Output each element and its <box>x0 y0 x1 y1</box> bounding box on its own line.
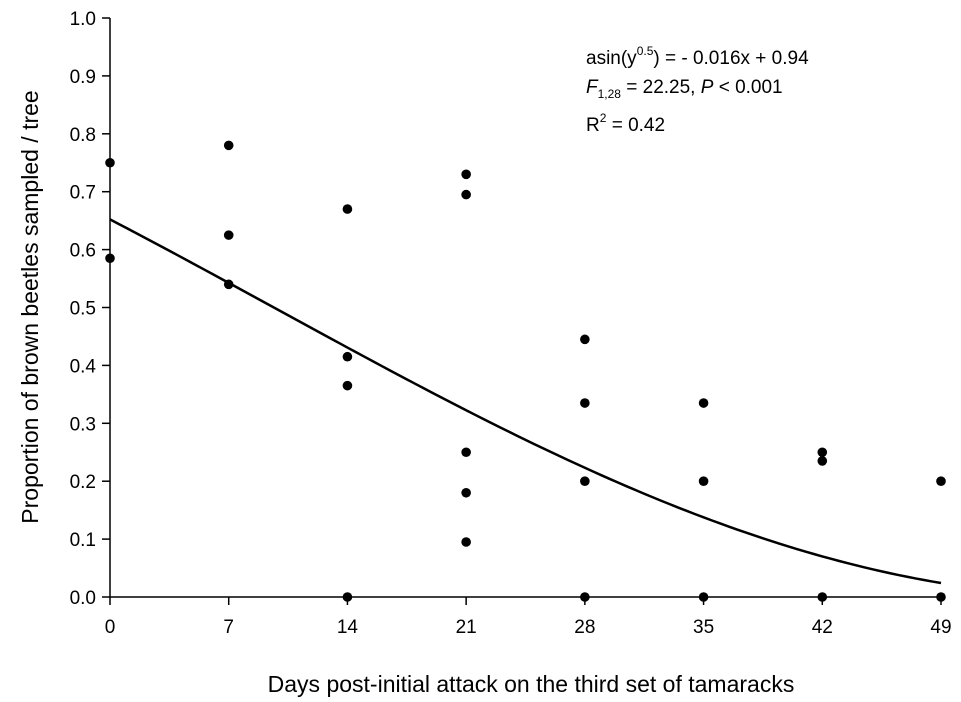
y-tick-label: 0.6 <box>70 241 96 262</box>
data-point <box>461 537 471 547</box>
r-letter: R <box>586 115 600 136</box>
x-tick-label: 49 <box>930 617 951 638</box>
data-points <box>105 140 946 602</box>
data-point <box>461 447 471 458</box>
axes <box>109 18 941 598</box>
data-point <box>936 592 946 602</box>
tick-labels: 0.0 0.1 0.2 0.3 0.4 0.5 0.6 0.7 0.8 0.9 1.0 0 7 14 21 2… <box>70 9 952 638</box>
y-tick-label: 0.8 <box>70 125 96 146</box>
data-point <box>223 230 234 240</box>
x-axis-title: Days post-initial attack on the third se… <box>268 671 795 697</box>
f-subscript: 1,28 <box>598 87 622 101</box>
data-point <box>698 592 709 602</box>
equation-annotation: asin(y0.5) = - 0.016x + 0.94 <box>586 44 809 69</box>
x-tick-label: 7 <box>223 617 234 638</box>
x-tick-label: 35 <box>693 617 714 638</box>
data-point <box>342 592 353 602</box>
r-superscript: 2 <box>600 111 607 125</box>
data-point <box>817 592 828 602</box>
y-tick-label: 0.2 <box>70 472 96 493</box>
x-tick-label: 42 <box>812 617 833 638</box>
regression-curve <box>109 218 942 585</box>
data-point <box>461 487 471 498</box>
data-point <box>936 476 946 487</box>
x-tick-label: 0 <box>105 617 116 638</box>
y-tick-label: 0.9 <box>70 67 96 88</box>
f-value: = 22.25, <box>621 77 701 98</box>
r-squared-annotation: R2 = 0.42 <box>586 111 665 136</box>
x-tick-label: 28 <box>574 617 595 638</box>
y-tick-label: 0.1 <box>70 530 96 551</box>
p-letter: P <box>701 77 714 98</box>
y-tick-label: 0.5 <box>70 299 96 320</box>
data-point <box>461 189 471 200</box>
data-point <box>105 157 115 168</box>
data-point <box>698 398 709 408</box>
data-point <box>342 204 353 214</box>
ticks <box>102 17 942 605</box>
y-tick-label: 0.3 <box>70 414 96 435</box>
equation-prefix: asin(y <box>586 48 637 69</box>
data-point <box>580 334 590 345</box>
y-tick-label: 0.0 <box>70 588 96 609</box>
data-point <box>223 279 234 290</box>
data-point <box>223 140 234 151</box>
data-point <box>580 398 590 408</box>
equation-suffix: ) = - 0.016x + 0.94 <box>653 48 809 69</box>
y-tick-label: 0.4 <box>70 356 97 377</box>
data-point <box>698 476 709 487</box>
y-axis-title: Proportion of brown beetles sampled / tr… <box>17 90 43 523</box>
r-value: = 0.42 <box>606 115 665 136</box>
x-tick-label: 21 <box>456 617 477 638</box>
equation-superscript: 0.5 <box>637 44 654 58</box>
f-statistic-annotation: F1,28 = 22.25, P < 0.001 <box>586 77 783 101</box>
data-point <box>105 253 115 264</box>
y-tick-label: 0.7 <box>70 183 96 204</box>
data-point <box>580 476 590 487</box>
y-tick-label: 1.0 <box>70 9 96 30</box>
data-point <box>342 380 353 391</box>
data-point <box>461 169 471 180</box>
p-value: < 0.001 <box>713 77 782 98</box>
x-tick-label: 14 <box>337 617 359 638</box>
data-point <box>817 447 828 458</box>
data-point <box>817 456 828 466</box>
f-letter: F <box>586 77 599 98</box>
data-point <box>342 351 353 362</box>
data-point <box>580 592 590 602</box>
